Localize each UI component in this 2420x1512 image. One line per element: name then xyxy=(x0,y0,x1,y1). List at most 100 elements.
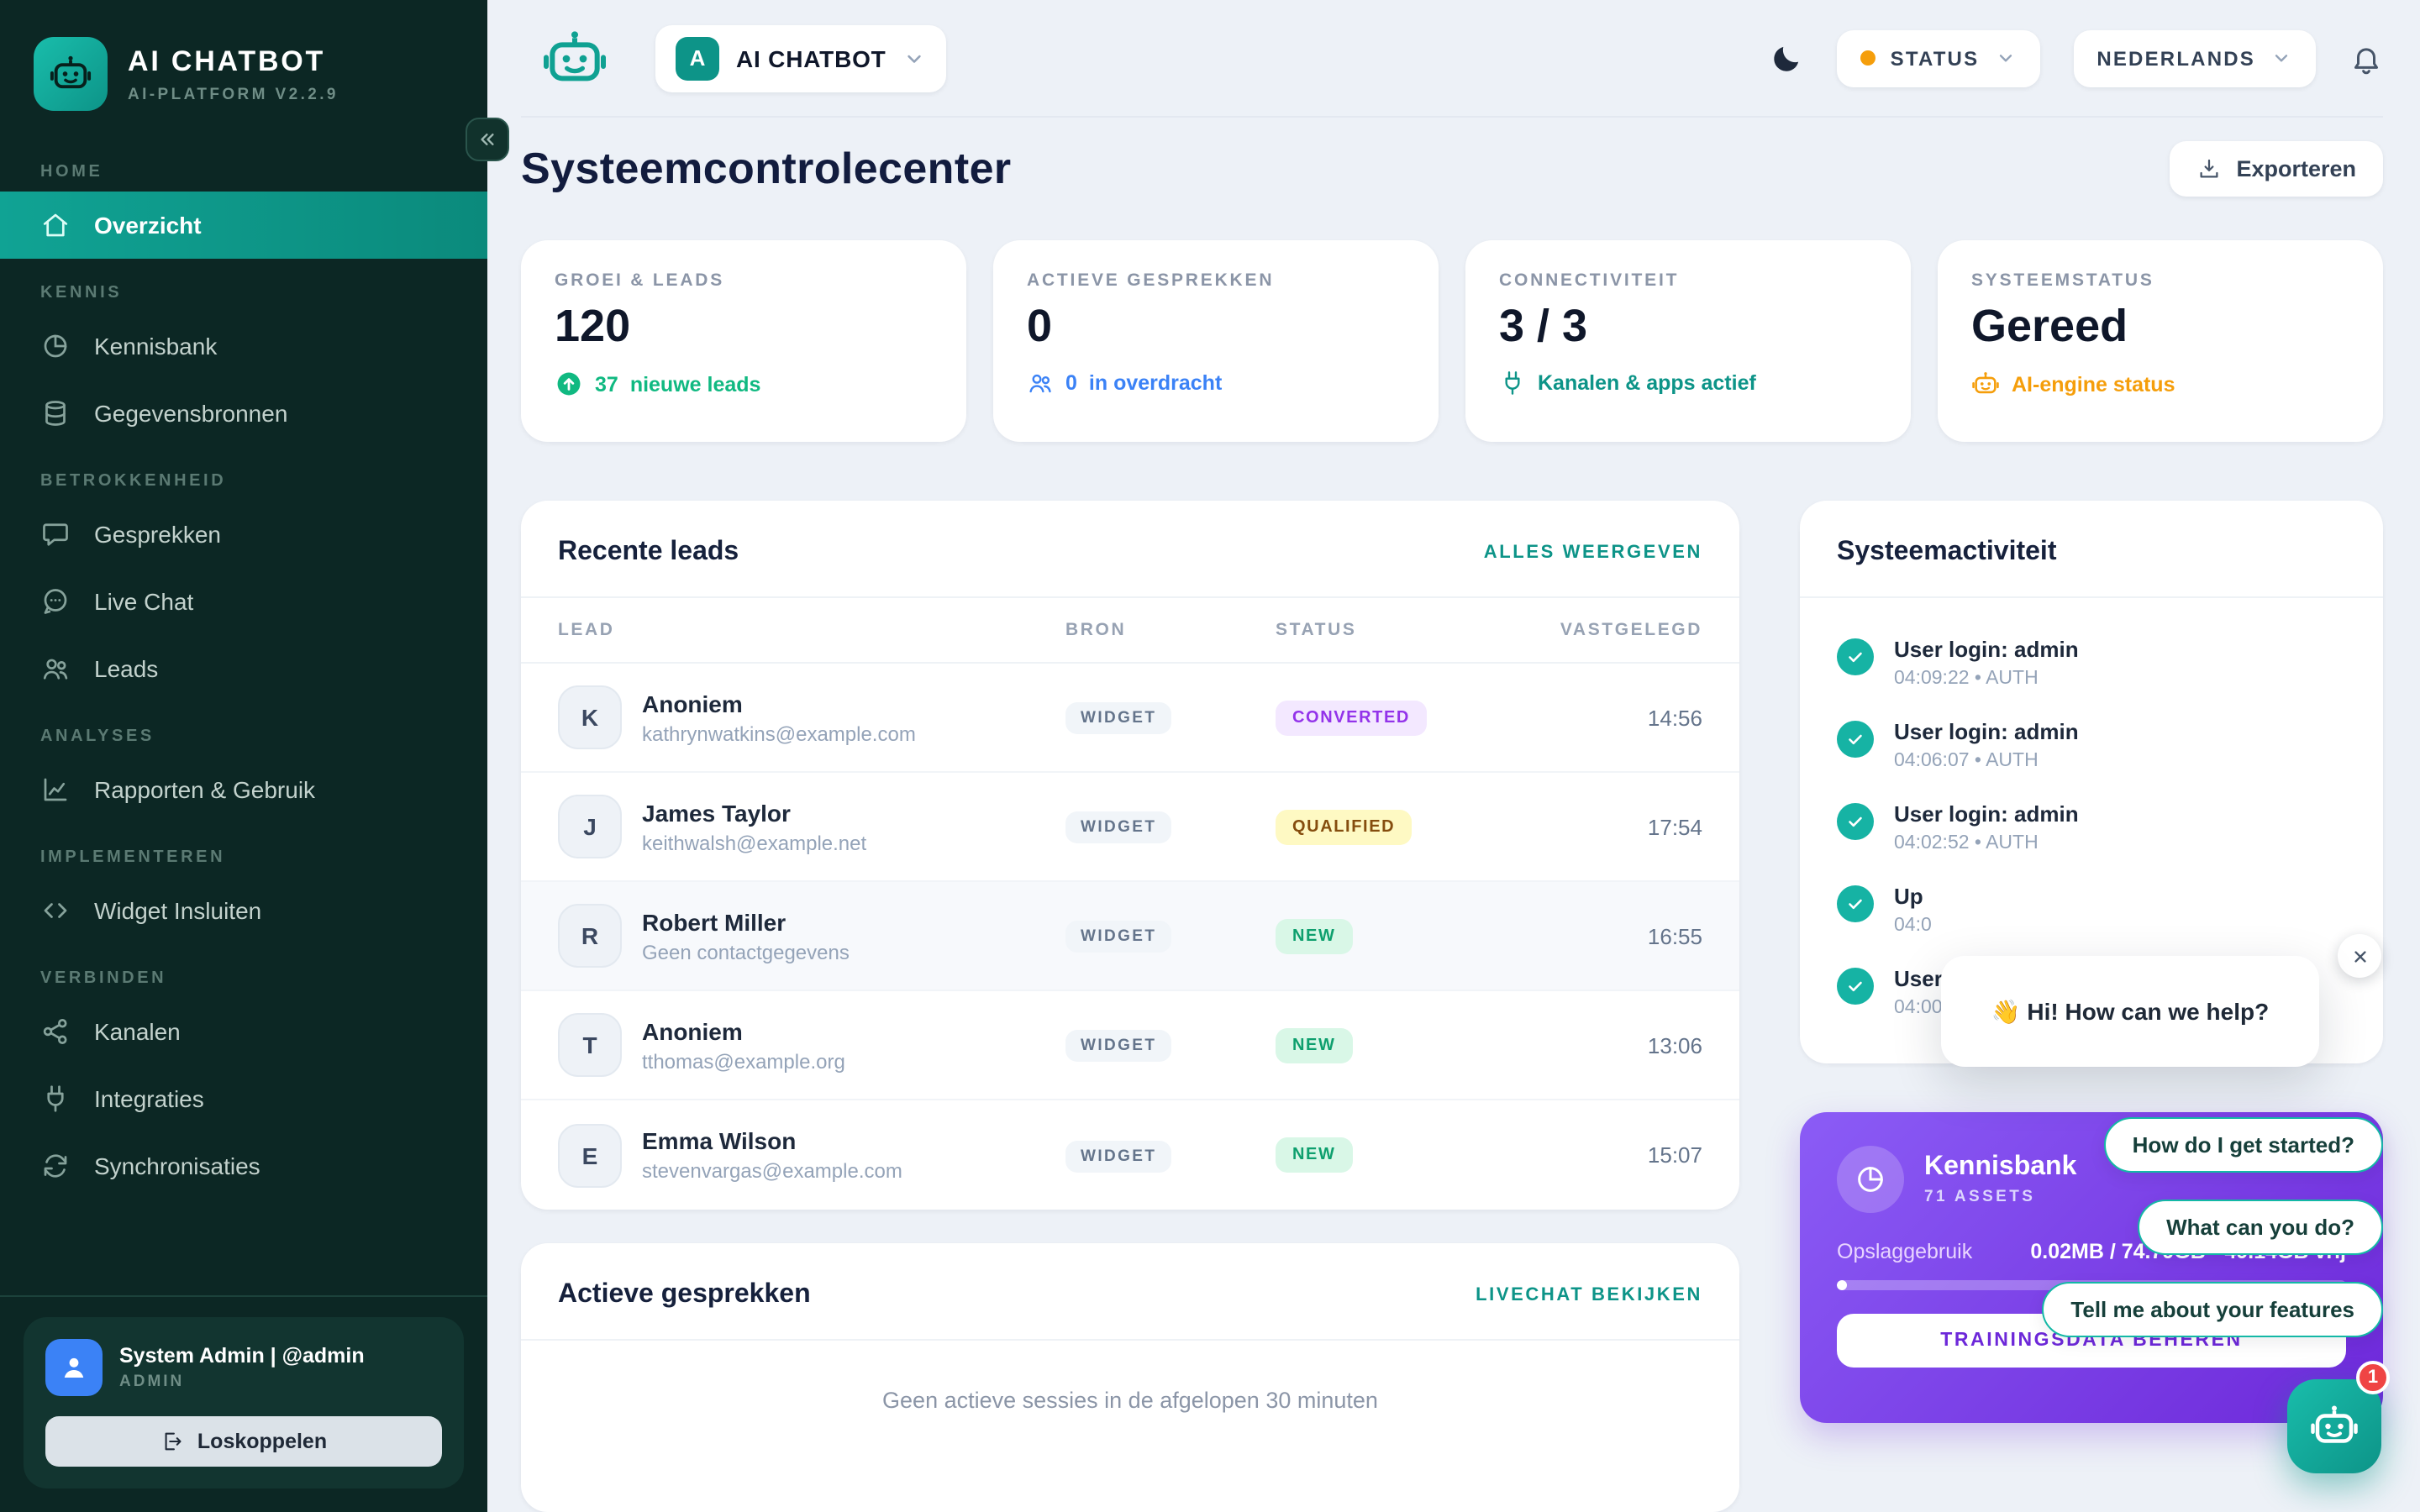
chat-suggestion-pill[interactable]: Tell me about your features xyxy=(2042,1282,2383,1337)
sidebar-item-kennisbank[interactable]: Kennisbank xyxy=(0,312,487,380)
column-vastgelegd: VASTGELEGD xyxy=(1560,620,1702,640)
sidebar-item-label: Rapporten & Gebruik xyxy=(94,776,316,803)
status-badge: CONVERTED xyxy=(1276,700,1427,735)
stat-delta: 37 xyxy=(595,372,618,396)
right-column: Systeemactiviteit User login: admin 04:0… xyxy=(1800,501,2383,1423)
activity-text: User login: admin 04:02:52 • AUTH xyxy=(1894,801,2079,853)
table-row[interactable]: J James Taylor keithwalsh@example.net WI… xyxy=(521,773,1739,882)
sidebar-item-rapporten[interactable]: Rapporten & Gebruik xyxy=(0,756,487,823)
sidebar-item-live-chat[interactable]: Live Chat xyxy=(0,568,487,635)
export-button[interactable]: Exporteren xyxy=(2169,141,2383,197)
check-icon xyxy=(1837,721,1874,758)
language-dropdown[interactable]: NEDERLANDS xyxy=(2073,29,2316,87)
check-icon xyxy=(1837,638,1874,675)
chat-launcher-button[interactable] xyxy=(2287,1379,2381,1473)
stat-cards: GROEI & LEADS 120 37 nieuwe leads ACTIEV… xyxy=(521,240,2383,442)
storage-label: Opslaggebruik xyxy=(1837,1240,1973,1263)
nav-section-verbinden: VERBINDEN xyxy=(40,969,167,988)
lead-contact: tthomas@example.org xyxy=(642,1049,845,1073)
topbar: A AI CHATBOT STATUS NEDERLANDS xyxy=(521,0,2383,118)
knowledge-base-title: Kennisbank xyxy=(1924,1152,2077,1181)
list-item: User login: admin 04:09:22 • AUTH xyxy=(1837,622,2346,704)
stat-card-systeemstatus: SYSTEEMSTATUS Gereed AI-engine status xyxy=(1938,240,2383,442)
avatar: K xyxy=(558,685,622,749)
activity-text: User login: admin 04:06:07 • AUTH xyxy=(1894,719,2079,771)
sidebar-item-leads[interactable]: Leads xyxy=(0,635,487,702)
language-label: NEDERLANDS xyxy=(2096,46,2255,70)
nav-section-kennis: KENNIS xyxy=(40,284,123,302)
sidebar-item-gegevensbronnen[interactable]: Gegevensbronnen xyxy=(0,380,487,447)
activity-title: Up xyxy=(1894,884,1923,909)
robot-icon xyxy=(1971,370,2000,398)
user-info: System Admin | @admin ADMIN xyxy=(119,1344,365,1391)
view-all-leads-link[interactable]: ALLES WEERGEVEN xyxy=(1483,543,1702,563)
app-title: AI CHATBOT xyxy=(128,45,326,76)
lead-cell: K Anoniem kathrynwatkins@example.com xyxy=(558,685,1065,749)
robot-icon xyxy=(2309,1401,2360,1452)
users-icon xyxy=(1027,370,1054,396)
logout-label: Loskoppelen xyxy=(197,1430,328,1453)
robot-logo-icon xyxy=(34,37,108,111)
workspace-avatar: A xyxy=(676,36,719,80)
lead-name: Anoniem xyxy=(642,690,743,717)
view-livechat-link[interactable]: LIVECHAT BEKIJKEN xyxy=(1476,1285,1702,1305)
dark-mode-toggle[interactable] xyxy=(1770,41,1803,75)
sidebar-collapse-button[interactable] xyxy=(466,118,509,161)
sidebar-item-kanalen[interactable]: Kanalen xyxy=(0,998,487,1065)
empty-sessions-message: Geen actieve sessies in de afgelopen 30 … xyxy=(882,1388,1378,1413)
knowledge-base-heading: Kennisbank 71 ASSETS xyxy=(1924,1152,2076,1206)
lead-time: 13:06 xyxy=(1647,1032,1702,1058)
lead-contact: Geen contactgegevens xyxy=(642,940,850,963)
sidebar-item-overzicht[interactable]: Overzicht xyxy=(0,192,487,259)
stat-delta-label: nieuwe leads xyxy=(629,372,761,396)
person-icon xyxy=(59,1352,89,1383)
table-row[interactable]: K Anoniem kathrynwatkins@example.com WID… xyxy=(521,664,1739,773)
lead-identity: Emma Wilson stevenvargas@example.com xyxy=(642,1127,902,1183)
storage-progress-fill xyxy=(1837,1280,1848,1290)
table-row[interactable]: T Anoniem tthomas@example.org WIDGET NEW… xyxy=(521,991,1739,1100)
left-column: Recente leads ALLES WEERGEVEN LEAD BRON … xyxy=(521,501,1739,1512)
download-icon xyxy=(2196,156,2221,181)
nav-section-implementeren: IMPLEMENTEREN xyxy=(40,848,226,867)
chat-suggestion-pill[interactable]: What can you do? xyxy=(2138,1200,2383,1255)
sidebar-item-label: Synchronisaties xyxy=(94,1152,260,1179)
table-row[interactable]: R Robert Miller Geen contactgegevens WID… xyxy=(521,882,1739,991)
sidebar-item-label: Gesprekken xyxy=(94,521,221,548)
list-item: Up 04:0 xyxy=(1837,869,2346,951)
activity-meta: 04:02:52 • AUTH xyxy=(1894,833,2039,853)
logout-button[interactable]: Loskoppelen xyxy=(45,1416,442,1467)
workspace-name: AI CHATBOT xyxy=(736,45,886,71)
sidebar-item-integraties[interactable]: Integraties xyxy=(0,1065,487,1132)
knowledge-base-assets: 71 ASSETS xyxy=(1924,1188,2036,1206)
status-badge: QUALIFIED xyxy=(1276,809,1413,844)
export-label: Exporteren xyxy=(2236,156,2356,181)
status-dropdown[interactable]: STATUS xyxy=(1836,29,2040,87)
chat-close-button[interactable] xyxy=(2338,934,2381,978)
sidebar-item-gesprekken[interactable]: Gesprekken xyxy=(0,501,487,568)
chevron-down-icon xyxy=(903,46,927,70)
notifications-button[interactable] xyxy=(2349,41,2383,75)
chart-icon xyxy=(40,774,71,805)
page-title: Systeemcontrolecenter xyxy=(521,143,1012,193)
table-row[interactable]: E Emma Wilson stevenvargas@example.com W… xyxy=(521,1100,1739,1210)
workspace-selector[interactable]: A AI CHATBOT xyxy=(655,24,947,92)
sidebar-item-widget-insluiten[interactable]: Widget Insluiten xyxy=(0,877,487,944)
stat-delta-label: in overdracht xyxy=(1088,371,1223,395)
share-icon xyxy=(40,1016,71,1047)
chat-suggestion-pill[interactable]: How do I get started? xyxy=(2103,1117,2383,1173)
sidebar-item-synchronisaties[interactable]: Synchronisaties xyxy=(0,1132,487,1200)
lead-identity: Robert Miller Geen contactgegevens xyxy=(642,908,850,963)
page-header: Systeemcontrolecenter Exporteren xyxy=(521,141,2383,197)
source-badge: WIDGET xyxy=(1065,811,1172,843)
sidebar-item-label: Widget Insluiten xyxy=(94,897,262,924)
user-role: ADMIN xyxy=(119,1373,185,1391)
stat-delta-label: AI-engine status xyxy=(2012,372,2175,396)
activity-meta: 04:06:07 • AUTH xyxy=(1894,751,2039,771)
status-label: STATUS xyxy=(1890,46,1980,70)
stat-delta: 0 xyxy=(1065,371,1077,395)
check-icon xyxy=(1837,968,1874,1005)
sidebar-item-label: Gegevensbronnen xyxy=(94,400,288,427)
stat-value: 3 / 3 xyxy=(1499,301,1588,351)
